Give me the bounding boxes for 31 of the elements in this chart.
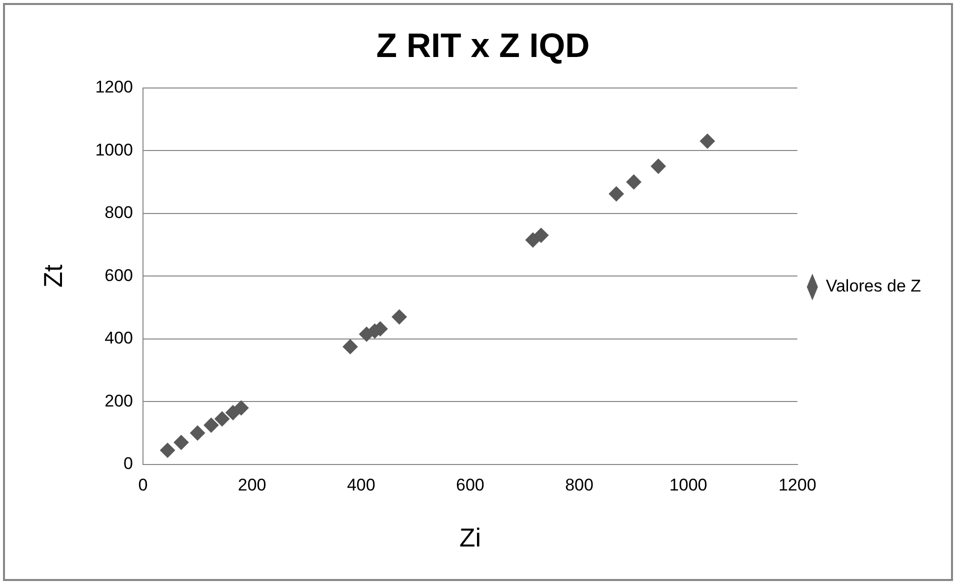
point — [160, 442, 176, 458]
y-tick-label: 600 — [104, 266, 134, 285]
point — [608, 186, 624, 202]
point — [392, 309, 407, 324]
x-tick-label: 0 — [138, 475, 148, 494]
point — [650, 158, 666, 174]
y-tick-label: 800 — [104, 203, 134, 222]
y-tick-label: 1200 — [95, 77, 134, 96]
x-tick-label: 800 — [565, 475, 594, 494]
legend-label: Valores de Z — [826, 276, 922, 296]
x-tick-label: 1200 — [778, 475, 816, 494]
point — [174, 434, 189, 450]
y-tick-label: 200 — [104, 391, 134, 410]
point — [626, 174, 642, 190]
point — [534, 228, 549, 243]
chart-title: Z RIT x Z IQD — [376, 26, 590, 65]
point — [342, 339, 358, 354]
y-tick-label: 0 — [124, 454, 134, 474]
x-tick-label: 200 — [238, 475, 266, 494]
point — [190, 426, 206, 441]
point — [700, 134, 715, 149]
x-axis-title: Zi — [459, 522, 482, 553]
point — [204, 418, 219, 433]
y-tick-label: 1000 — [95, 140, 134, 160]
x-tick-label: 1000 — [669, 475, 708, 494]
y-tick-label: 400 — [104, 328, 134, 348]
point — [234, 400, 249, 416]
x-tick-label: 600 — [456, 475, 484, 494]
point — [214, 411, 230, 426]
y-axis-title: Zt — [38, 264, 68, 288]
x-tick-label: 400 — [346, 475, 376, 494]
